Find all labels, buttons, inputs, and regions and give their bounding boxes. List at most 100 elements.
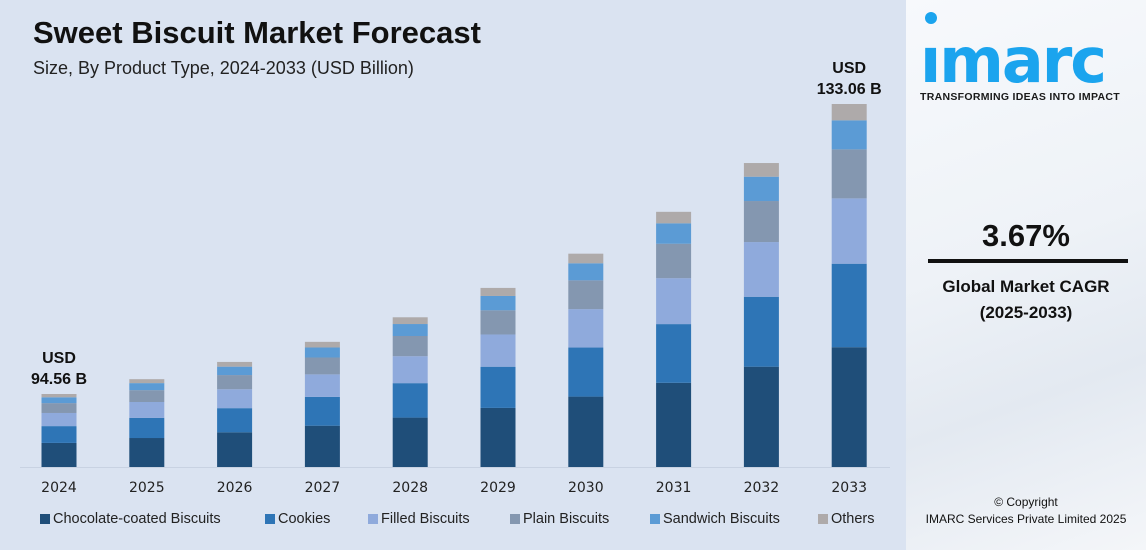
bar-segment-plain-biscuits-2029 bbox=[480, 310, 516, 335]
bar-segment-plain-biscuits-2026 bbox=[217, 375, 253, 390]
copyright-line1: © Copyright bbox=[994, 495, 1058, 509]
bar-segment-sandwich-biscuits-2024 bbox=[41, 397, 77, 404]
legend-label: Sandwich Biscuits bbox=[663, 511, 780, 527]
legend-item-filled-biscuits: Filled Biscuits bbox=[368, 511, 470, 527]
total-label-currency: USD bbox=[42, 350, 76, 367]
x-tick-label: 2030 bbox=[568, 480, 604, 496]
bar-segment-filled-biscuits-2029 bbox=[480, 334, 516, 367]
bar-segment-sandwich-biscuits-2031 bbox=[656, 223, 692, 244]
legend-swatch bbox=[368, 514, 378, 524]
bar-segment-chocolate-coated-biscuits-2029 bbox=[480, 407, 516, 467]
logo-tagline: TRANSFORMING IDEAS INTO IMPACT bbox=[920, 91, 1120, 103]
logo-dot-icon bbox=[925, 12, 937, 24]
bar-segment-cookies-2026 bbox=[217, 408, 253, 433]
bar-segment-others-2028 bbox=[392, 317, 428, 325]
legend-item-sandwich-biscuits: Sandwich Biscuits bbox=[650, 511, 780, 527]
bar-segment-filled-biscuits-2031 bbox=[656, 278, 692, 325]
bar-segment-chocolate-coated-biscuits-2028 bbox=[392, 417, 428, 467]
bar-segment-cookies-2027 bbox=[304, 396, 340, 426]
bar-segment-plain-biscuits-2030 bbox=[568, 280, 604, 310]
bar-segment-others-2033 bbox=[831, 104, 867, 121]
cagr-label: Global Market CAGR bbox=[942, 277, 1110, 296]
x-tick-label: 2033 bbox=[831, 480, 867, 496]
cagr-value: 3.67% bbox=[982, 218, 1070, 253]
bar-segment-chocolate-coated-biscuits-2027 bbox=[304, 425, 340, 467]
bar-segment-chocolate-coated-biscuits-2033 bbox=[831, 347, 867, 467]
bar-segment-cookies-2031 bbox=[656, 324, 692, 383]
bar-segment-filled-biscuits-2033 bbox=[831, 198, 867, 264]
bar-segment-sandwich-biscuits-2030 bbox=[568, 263, 604, 281]
chart-subtitle: Size, By Product Type, 2024-2033 (USD Bi… bbox=[33, 58, 414, 78]
bar-segment-plain-biscuits-2032 bbox=[743, 201, 779, 243]
bar-segment-filled-biscuits-2030 bbox=[568, 309, 604, 348]
chart-title: Sweet Biscuit Market Forecast bbox=[33, 15, 481, 50]
legend-label: Filled Biscuits bbox=[381, 511, 470, 527]
bar-segment-others-2026 bbox=[217, 361, 253, 367]
side-panel: ımarc TRANSFORMING IDEAS INTO IMPACT 3.6… bbox=[906, 0, 1146, 550]
bar-segment-plain-biscuits-2025 bbox=[129, 390, 165, 403]
bar-segment-plain-biscuits-2028 bbox=[392, 336, 428, 357]
bar-segment-chocolate-coated-biscuits-2024 bbox=[41, 442, 77, 467]
bar-segment-sandwich-biscuits-2033 bbox=[831, 120, 867, 150]
chart-panel: Sweet Biscuit Market Forecast Size, By P… bbox=[0, 0, 906, 550]
bar-segment-sandwich-biscuits-2029 bbox=[480, 295, 516, 311]
legend-item-others: Others bbox=[818, 511, 875, 527]
x-tick-label: 2026 bbox=[217, 480, 253, 496]
bar-segment-others-2024 bbox=[41, 394, 77, 398]
legend-swatch bbox=[40, 514, 50, 524]
cagr-divider bbox=[928, 259, 1128, 263]
bar-segment-filled-biscuits-2026 bbox=[217, 389, 253, 409]
bar-segment-others-2029 bbox=[480, 287, 516, 296]
bar-segment-filled-biscuits-2028 bbox=[392, 356, 428, 384]
x-tick-label: 2029 bbox=[480, 480, 516, 496]
bar-segment-others-2027 bbox=[304, 341, 340, 348]
legend-swatch bbox=[265, 514, 275, 524]
legend-label: Plain Biscuits bbox=[523, 511, 610, 527]
legend-label: Cookies bbox=[278, 511, 331, 527]
bar-segment-sandwich-biscuits-2028 bbox=[392, 324, 428, 337]
bar-segment-cookies-2032 bbox=[743, 296, 779, 367]
bar-segment-plain-biscuits-2031 bbox=[656, 243, 692, 279]
bar-segment-plain-biscuits-2024 bbox=[41, 403, 77, 413]
legend-swatch bbox=[818, 514, 828, 524]
bar-segment-sandwich-biscuits-2025 bbox=[129, 383, 165, 391]
bar-segment-others-2025 bbox=[129, 379, 165, 384]
legend: Chocolate-coated Biscuits Cookies Filled B… bbox=[0, 511, 906, 531]
bar-segment-others-2032 bbox=[743, 163, 779, 177]
imarc-logo: ımarc bbox=[920, 10, 1140, 88]
legend-label: Others bbox=[831, 511, 875, 527]
total-label-value: 94.56 B bbox=[31, 371, 87, 388]
plot-area: 2024 2025 2026 2027 2028 2029 2030 2031 2032 2033… bbox=[20, 60, 890, 496]
legend-item-chocolate-coated-biscuits: Chocolate-coated Biscuits bbox=[40, 511, 221, 527]
x-tick-label: 2032 bbox=[744, 480, 780, 496]
cagr-period: (2025-2033) bbox=[979, 303, 1073, 322]
bar-segment-chocolate-coated-biscuits-2032 bbox=[743, 366, 779, 467]
x-tick-label: 2025 bbox=[129, 480, 165, 496]
bar-segment-chocolate-coated-biscuits-2030 bbox=[568, 396, 604, 467]
bar-segment-cookies-2024 bbox=[41, 426, 77, 443]
bar-segment-sandwich-biscuits-2027 bbox=[304, 347, 340, 358]
bar-segment-sandwich-biscuits-2026 bbox=[217, 366, 253, 376]
bar-segment-plain-biscuits-2033 bbox=[831, 149, 867, 199]
bar-segment-chocolate-coated-biscuits-2025 bbox=[129, 438, 165, 467]
bar-segment-others-2031 bbox=[656, 211, 692, 224]
bar-segment-chocolate-coated-biscuits-2026 bbox=[217, 432, 253, 467]
total-label-currency: USD bbox=[832, 60, 866, 77]
bar-segment-plain-biscuits-2027 bbox=[304, 357, 340, 375]
bar-segment-others-2030 bbox=[568, 253, 604, 264]
legend-label: Chocolate-coated Biscuits bbox=[53, 511, 221, 527]
x-tick-label: 2027 bbox=[305, 480, 341, 496]
bar-segment-cookies-2028 bbox=[392, 383, 428, 418]
bar-segment-filled-biscuits-2024 bbox=[41, 412, 77, 427]
legend-item-plain-biscuits: Plain Biscuits bbox=[510, 511, 609, 527]
x-tick-label: 2024 bbox=[41, 480, 77, 496]
bar-segment-cookies-2029 bbox=[480, 366, 516, 408]
bar-segment-cookies-2033 bbox=[831, 263, 867, 348]
bar-segment-chocolate-coated-biscuits-2031 bbox=[656, 382, 692, 467]
legend-swatch bbox=[510, 514, 520, 524]
legend-item-cookies: Cookies bbox=[265, 511, 330, 527]
logo-wordmark: ımarc bbox=[920, 24, 1107, 89]
x-tick-label: 2028 bbox=[392, 480, 428, 496]
bar-segment-cookies-2030 bbox=[568, 347, 604, 397]
total-label-value: 133.06 B bbox=[817, 81, 882, 98]
